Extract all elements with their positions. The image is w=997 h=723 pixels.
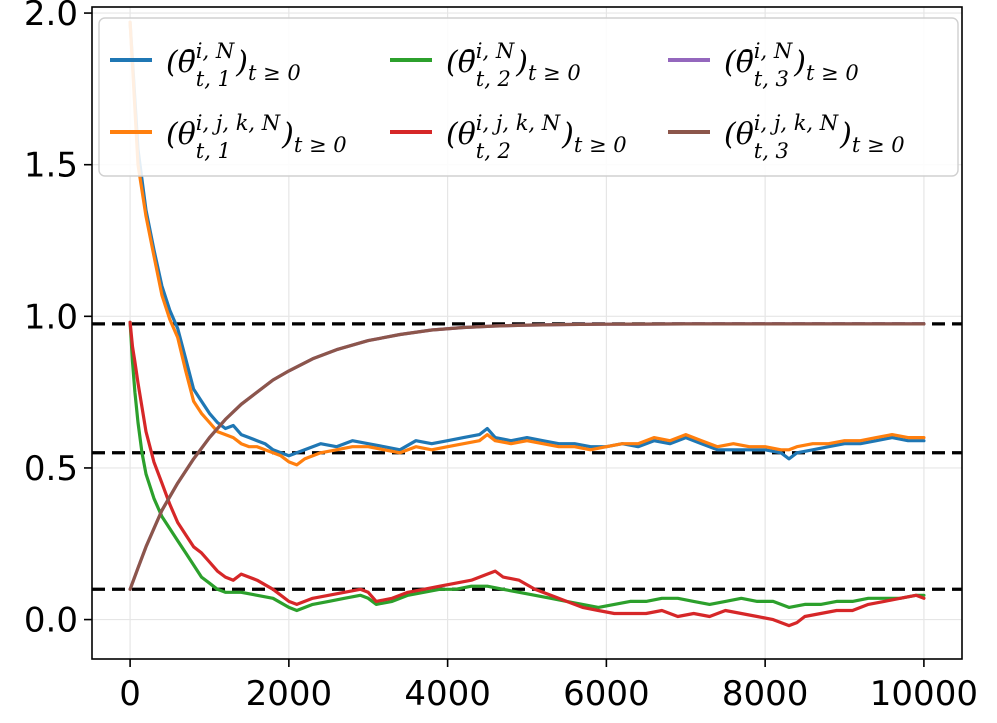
legend-tail-sub-s5: t ≥ 0	[574, 133, 627, 157]
series-line-s1	[128, 20, 926, 461]
legend-tail-sub-s6: t ≥ 0	[852, 133, 905, 157]
x-tick-label-1: 2000	[246, 674, 333, 714]
x-tick-label-5: 10000	[870, 674, 978, 714]
legend-tail-s1: )	[235, 45, 248, 80]
legend-base-s1: (θ̄	[166, 45, 196, 80]
y-tick-label-2: 1.0	[24, 297, 78, 337]
legend-sup-s3: i, N	[754, 39, 793, 63]
legend-tail-s2: )	[515, 45, 528, 80]
legend-tail-sub-s3: t ≥ 0	[806, 61, 859, 85]
y-tick-label-1: 0.5	[24, 449, 78, 489]
legend-sup-s1: i, N	[196, 39, 235, 63]
legend-sup-s2: i, N	[476, 39, 515, 63]
legend-sub-s1: t, 1	[196, 67, 231, 91]
legend-base-s5: (θ	[446, 117, 476, 152]
series-line-s5	[128, 320, 926, 628]
series-line-s6	[128, 322, 926, 591]
legend-base-s4: (θ	[166, 117, 196, 152]
legend-tail-s6: )	[839, 117, 852, 152]
legend-label-s4: (θi, j, k, N t, 1)t ≥ 0	[166, 111, 347, 163]
series-lines	[128, 20, 926, 628]
x-tick-label-2: 4000	[404, 674, 491, 714]
y-axis: 0.0 0.5 1.0 1.5 2.0	[24, 0, 92, 641]
legend-sub-s5: t, 2	[476, 139, 511, 163]
x-tick-label-4: 8000	[722, 674, 809, 714]
legend-tail-s4: )	[281, 117, 294, 152]
legend-sub-s2: t, 2	[476, 67, 511, 91]
legend-sub-s3: t, 3	[754, 67, 789, 91]
legend-base-s2: (θ̄	[446, 45, 476, 80]
legend-label-s1: (θ̄i, N t, 1)t ≥ 0	[166, 39, 301, 91]
legend-label-s5: (θi, j, k, N t, 2)t ≥ 0	[446, 111, 627, 163]
legend-sub-s6: t, 3	[754, 139, 789, 163]
legend-base-s3: (θ̄	[724, 45, 754, 80]
y-tick-label-0: 0.0	[24, 601, 78, 641]
legend-box	[98, 17, 959, 177]
legend-entry-s1: (θ̄i, N t, 1)t ≥ 0	[110, 39, 301, 91]
legend-sup-s4: i, j, k, N	[196, 111, 281, 135]
series-line-s4	[128, 20, 926, 467]
legend-tail-sub-s2: t ≥ 0	[528, 61, 581, 85]
legend-label-s3: (θ̄i, N t, 3)t ≥ 0	[724, 39, 859, 91]
legend-sub-s4: t, 1	[196, 139, 231, 163]
legend-tail-s3: )	[793, 45, 806, 80]
legend-tail-s5: )	[561, 117, 574, 152]
plot-frame	[91, 6, 963, 660]
x-axis: 0 2000 4000 6000 8000 10000	[119, 659, 978, 714]
y-tick-label-3: 1.5	[24, 146, 78, 186]
legend-label-s2: (θ̄i, N t, 2)t ≥ 0	[446, 39, 581, 91]
legend-entry-s2: (θ̄i, N t, 2)t ≥ 0	[390, 39, 581, 91]
legend-tail-sub-s1: t ≥ 0	[248, 61, 301, 85]
x-tick-label-3: 6000	[563, 674, 650, 714]
x-tick-label-0: 0	[119, 674, 141, 714]
legend-label-s6: (θi, j, k, N t, 3)t ≥ 0	[724, 111, 905, 163]
y-tick-label-4: 2.0	[24, 0, 78, 34]
legend-base-s6: (θ	[724, 117, 754, 152]
legend-entry-s4: (θi, j, k, N t, 1)t ≥ 0	[110, 111, 347, 163]
series-line-s2	[128, 320, 926, 613]
legend-entry-s3: (θ̄i, N t, 3)t ≥ 0	[668, 39, 859, 91]
legend-entry-s5: (θi, j, k, N t, 2)t ≥ 0	[390, 111, 627, 163]
legend-sup-s5: i, j, k, N	[476, 111, 561, 135]
legend-tail-sub-s4: t ≥ 0	[294, 133, 347, 157]
legend-entry-s6: (θi, j, k, N t, 3)t ≥ 0	[668, 111, 905, 163]
legend-sup-s6: i, j, k, N	[754, 111, 839, 135]
